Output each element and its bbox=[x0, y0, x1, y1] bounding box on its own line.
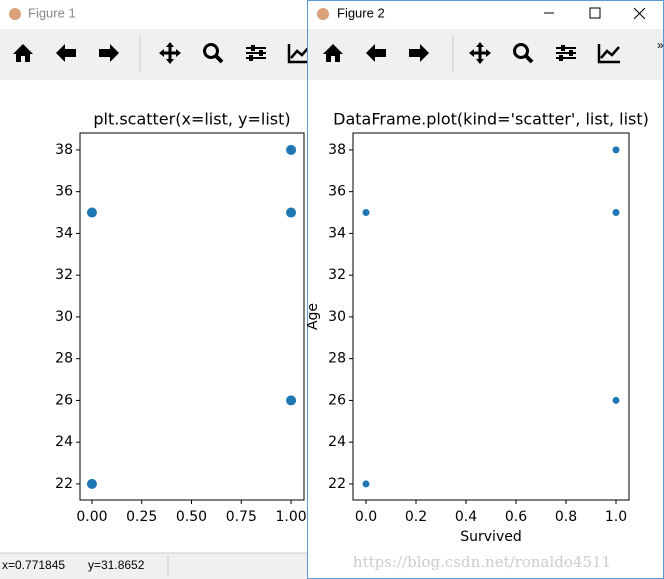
icon bbox=[249, 55, 253, 61]
x-tick-label: 0.8 bbox=[555, 509, 577, 525]
toolbar-button[interactable] bbox=[56, 44, 76, 62]
maximize-button[interactable] bbox=[589, 7, 601, 19]
toolbar-button[interactable] bbox=[323, 44, 343, 62]
y-tick-label: 34 bbox=[328, 225, 346, 241]
toolbar-button[interactable] bbox=[513, 43, 534, 64]
y-tick-label: 26 bbox=[55, 392, 73, 408]
y-tick-label: 28 bbox=[328, 351, 346, 367]
window-title: Figure 2 bbox=[337, 5, 385, 20]
x-tick-label: 0.75 bbox=[226, 509, 257, 525]
y-tick-label: 32 bbox=[55, 267, 73, 283]
toolbar-button[interactable] bbox=[287, 44, 307, 64]
y-tick-label: 24 bbox=[55, 434, 73, 450]
toolbar-button[interactable] bbox=[13, 44, 33, 62]
point bbox=[286, 207, 297, 218]
app-icon bbox=[9, 8, 21, 20]
icon bbox=[323, 44, 343, 62]
y-tick-label: 38 bbox=[328, 142, 346, 158]
x-tick-label: 0.50 bbox=[176, 509, 207, 525]
x-axis-label: Survived bbox=[460, 529, 521, 545]
toolbar-more[interactable]: » bbox=[657, 38, 664, 52]
y-tick-label: 30 bbox=[328, 309, 346, 325]
app-icon bbox=[317, 8, 329, 20]
y-tick-label: 34 bbox=[55, 225, 73, 241]
x-tick-label: 1.0 bbox=[605, 509, 627, 525]
window-title: Figure 1 bbox=[28, 5, 76, 20]
icon bbox=[287, 44, 307, 64]
icon bbox=[56, 44, 76, 62]
point bbox=[612, 396, 620, 404]
icon bbox=[569, 50, 573, 56]
toolbar-button[interactable] bbox=[246, 45, 266, 61]
icon bbox=[203, 43, 219, 59]
window-bg bbox=[307, 0, 664, 579]
icon bbox=[513, 43, 529, 59]
icon bbox=[561, 45, 565, 51]
toolbar-button[interactable] bbox=[159, 42, 181, 64]
y-tick-label: 30 bbox=[55, 309, 73, 325]
point bbox=[86, 478, 97, 489]
icon bbox=[597, 44, 620, 64]
icon bbox=[99, 44, 119, 62]
icon bbox=[159, 42, 181, 64]
window-bg bbox=[0, 0, 307, 579]
x-tick-label: 0.4 bbox=[455, 509, 477, 525]
point bbox=[612, 209, 620, 217]
y-tick-label: 28 bbox=[55, 351, 73, 367]
point bbox=[362, 209, 370, 217]
x-tick-label: 0.25 bbox=[126, 509, 157, 525]
x-tick-label: 1.00 bbox=[275, 509, 306, 525]
axes-frame bbox=[352, 132, 630, 501]
close-button[interactable] bbox=[633, 7, 646, 20]
title-bar bbox=[0, 0, 307, 29]
icon bbox=[559, 55, 563, 61]
toolbar bbox=[0, 29, 307, 80]
icon bbox=[13, 44, 33, 62]
y-axis-label: Age bbox=[307, 303, 321, 330]
toolbar-button[interactable] bbox=[597, 44, 620, 64]
icon bbox=[259, 50, 263, 56]
y-tick-label: 32 bbox=[328, 267, 346, 283]
y-tick-label: 26 bbox=[328, 392, 346, 408]
y-tick-label: 22 bbox=[55, 476, 73, 492]
point bbox=[86, 207, 97, 218]
status-y: y=31.8652 bbox=[88, 558, 145, 572]
x-tick-label: 0.6 bbox=[505, 509, 527, 525]
window-figure-1: Figure 1 x=0.771845 y=31.8652 plt.scatte… bbox=[0, 0, 307, 579]
icon bbox=[214, 54, 224, 64]
y-tick-label: 24 bbox=[328, 434, 346, 450]
toolbar-button[interactable] bbox=[203, 43, 224, 64]
watermark: https://blog.csdn.net/ronaldo4511 bbox=[353, 553, 611, 571]
icon bbox=[251, 45, 255, 51]
y-tick-label: 36 bbox=[55, 184, 73, 200]
status-x: x=0.771845 bbox=[2, 558, 65, 572]
icon bbox=[469, 42, 491, 64]
y-tick-label: 38 bbox=[55, 142, 73, 158]
y-tick-label: 36 bbox=[328, 184, 346, 200]
point bbox=[362, 480, 370, 488]
x-tick-label: 0.2 bbox=[405, 509, 427, 525]
status-bar bbox=[0, 553, 307, 579]
x-tick-label: 0.00 bbox=[76, 509, 107, 525]
toolbar-icons[interactable] bbox=[13, 35, 307, 72]
point bbox=[286, 144, 297, 155]
chart-title: DataFrame.plot(kind='scatter', list, lis… bbox=[333, 110, 649, 129]
icon bbox=[366, 44, 386, 62]
toolbar-button[interactable] bbox=[469, 42, 491, 64]
window-figure-2: Figure 2 » https://blog.csdn.net/ronaldo… bbox=[307, 0, 664, 579]
toolbar-button[interactable] bbox=[409, 44, 429, 62]
toolbar-icons[interactable] bbox=[323, 35, 620, 72]
y-tick-label: 22 bbox=[328, 476, 346, 492]
toolbar-button[interactable] bbox=[99, 44, 119, 62]
icon bbox=[409, 44, 429, 62]
chart-title: plt.scatter(x=list, y=list) bbox=[93, 110, 290, 129]
point bbox=[286, 395, 297, 406]
x-tick-label: 0.0 bbox=[355, 509, 377, 525]
point bbox=[612, 146, 620, 154]
toolbar-button[interactable] bbox=[366, 44, 386, 62]
toolbar-button[interactable] bbox=[556, 45, 576, 61]
icon bbox=[524, 54, 534, 64]
axes-frame bbox=[79, 132, 305, 501]
